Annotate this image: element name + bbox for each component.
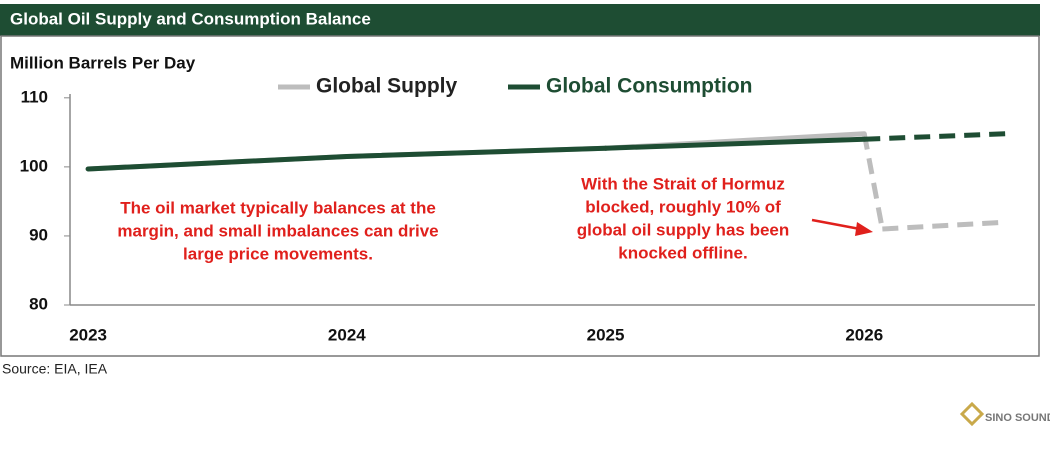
annotation-arrowhead xyxy=(855,222,873,236)
y-tick-label: 90 xyxy=(29,225,48,244)
x-tick-label: 2024 xyxy=(328,325,366,344)
series-line xyxy=(864,131,1007,142)
x-tick-label: 2026 xyxy=(845,325,883,344)
series-line xyxy=(603,136,867,151)
chart-frame xyxy=(0,35,1040,357)
series-line xyxy=(861,133,885,230)
series-line xyxy=(344,145,609,160)
y-tick-label: 110 xyxy=(21,87,48,106)
series-line xyxy=(85,154,350,172)
legend-label: Global Supply xyxy=(316,75,457,98)
y-axis-title: Million Barrels Per Day xyxy=(10,53,196,72)
annotation: knocked offline. xyxy=(618,243,747,262)
annotation: blocked, roughly 10% of xyxy=(585,197,781,216)
x-tick-label: 2025 xyxy=(587,325,625,344)
watermark: SINO SOUND xyxy=(985,412,1050,424)
chart-title: Global Oil Supply and Consumption Balanc… xyxy=(10,9,371,28)
annotation: With the Strait of Hormuz xyxy=(581,174,785,193)
annotation-arrow xyxy=(811,218,861,231)
annotation: The oil market typically balances at the xyxy=(120,198,436,217)
y-tick-label: 80 xyxy=(29,294,48,313)
series-line xyxy=(882,219,1007,232)
x-tick-label: 2023 xyxy=(69,325,107,344)
title-bar xyxy=(0,4,1040,36)
watermark-logo xyxy=(959,401,985,427)
legend-label: Global Consumption xyxy=(546,75,752,98)
annotation: large price movements. xyxy=(183,244,373,263)
source: Source: EIA, IEA xyxy=(2,361,108,377)
annotation: margin, and small imbalances can drive xyxy=(117,221,438,240)
y-tick-label: 100 xyxy=(20,156,48,175)
annotation: global oil supply has been xyxy=(577,220,790,239)
